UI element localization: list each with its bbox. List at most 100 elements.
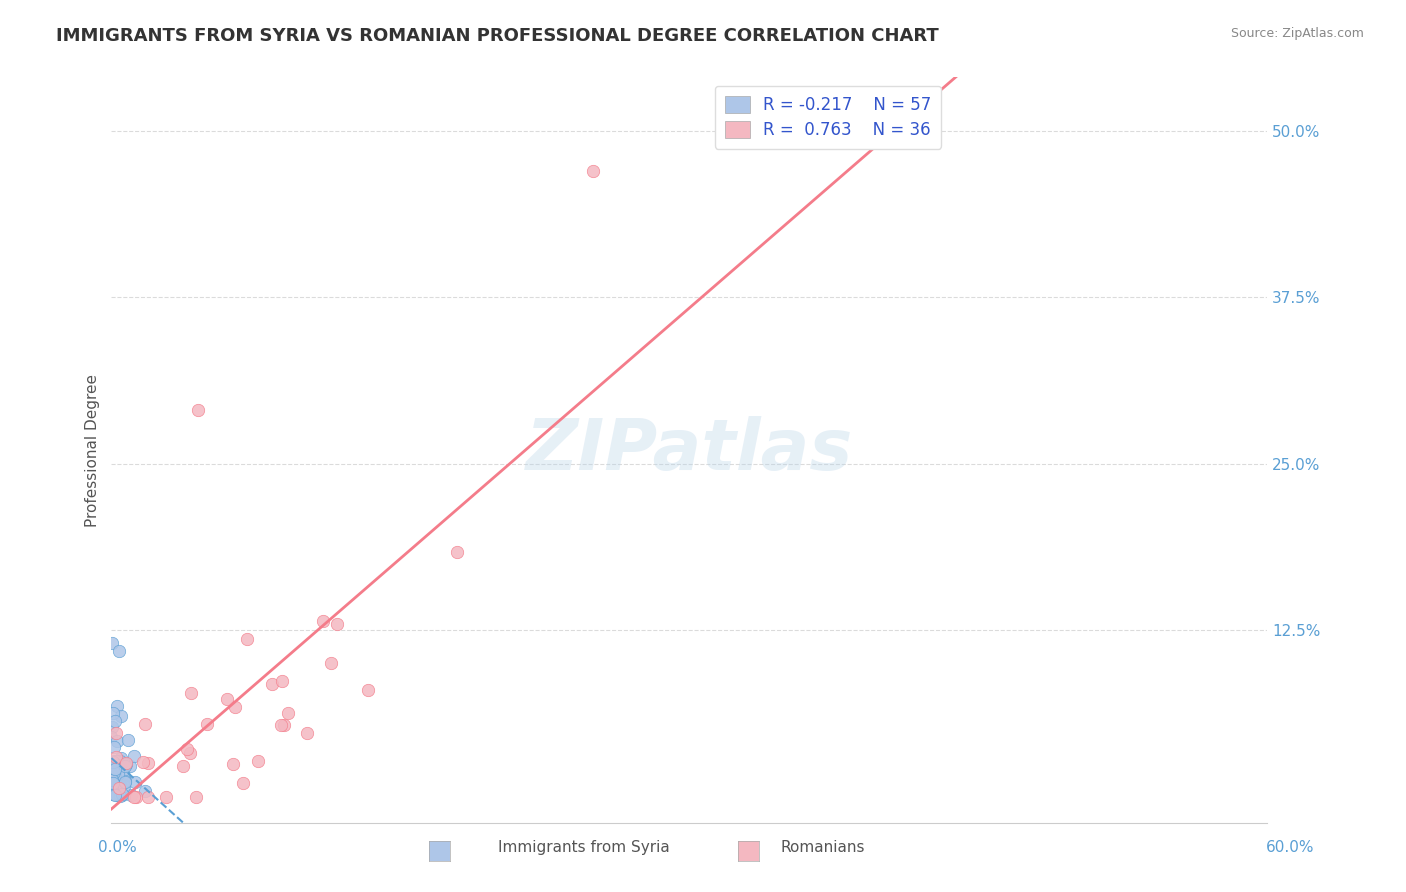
Point <box>117 733 139 747</box>
Point <box>103 739 125 754</box>
Text: Romanians: Romanians <box>780 840 865 855</box>
Point <box>104 762 127 776</box>
Point <box>104 714 127 728</box>
Point <box>114 774 136 789</box>
Point <box>112 769 135 783</box>
Text: 60.0%: 60.0% <box>1267 840 1315 855</box>
Point <box>110 751 132 765</box>
Point <box>104 754 127 768</box>
Point <box>176 741 198 756</box>
Point <box>271 674 294 689</box>
Point <box>215 691 238 706</box>
Point <box>187 403 209 417</box>
Point <box>236 632 259 647</box>
Point <box>105 698 128 713</box>
Point <box>107 767 129 781</box>
Point <box>101 772 124 787</box>
Point <box>104 725 127 739</box>
Point <box>107 733 129 747</box>
Point <box>105 758 128 772</box>
Point <box>101 755 124 769</box>
Point <box>136 789 159 804</box>
Point <box>104 789 127 803</box>
Point <box>103 787 125 801</box>
Point <box>101 755 124 769</box>
Point <box>184 789 207 804</box>
Point <box>108 779 131 793</box>
Point <box>172 759 194 773</box>
Point <box>118 759 141 773</box>
Point <box>108 754 131 768</box>
Point <box>105 789 128 803</box>
Point <box>108 778 131 792</box>
Text: ZIPatlas: ZIPatlas <box>526 416 853 485</box>
Point <box>132 755 155 769</box>
Point <box>134 716 156 731</box>
Point <box>107 776 129 790</box>
Point <box>120 788 142 802</box>
Point <box>136 756 159 771</box>
Text: IMMIGRANTS FROM SYRIA VS ROMANIAN PROFESSIONAL DEGREE CORRELATION CHART: IMMIGRANTS FROM SYRIA VS ROMANIAN PROFES… <box>56 27 939 45</box>
Point <box>101 775 124 789</box>
Point <box>103 759 125 773</box>
Point <box>582 163 605 178</box>
Point <box>108 780 131 795</box>
Point <box>270 718 292 732</box>
Point <box>114 758 136 772</box>
Point <box>114 775 136 789</box>
Point <box>108 643 131 657</box>
Point <box>112 780 135 794</box>
Point <box>319 656 342 670</box>
Point <box>180 686 202 700</box>
Legend: R = -0.217    N = 57, R =  0.763    N = 36: R = -0.217 N = 57, R = 0.763 N = 36 <box>714 86 942 149</box>
Point <box>103 764 125 779</box>
Point <box>103 765 125 780</box>
Point <box>222 756 245 771</box>
Point <box>110 776 132 790</box>
Point <box>155 789 177 804</box>
Point <box>111 766 134 780</box>
Point <box>114 756 136 770</box>
Point <box>101 776 124 790</box>
Point <box>277 706 299 720</box>
Point <box>104 768 127 782</box>
Point <box>110 708 132 723</box>
Text: 0.0%: 0.0% <box>98 840 138 855</box>
Point <box>179 747 201 761</box>
Point <box>246 754 269 768</box>
Point <box>107 775 129 789</box>
Point <box>111 755 134 769</box>
Point <box>111 789 134 803</box>
Point <box>125 789 148 804</box>
Point <box>101 763 124 777</box>
Point <box>101 772 124 787</box>
Point <box>446 544 468 558</box>
Point <box>312 614 335 628</box>
Text: Source: ZipAtlas.com: Source: ZipAtlas.com <box>1230 27 1364 40</box>
Point <box>104 750 127 764</box>
Point <box>100 731 122 745</box>
Point <box>273 718 295 732</box>
Point <box>224 700 246 714</box>
Point <box>101 706 124 720</box>
Point <box>111 787 134 801</box>
Point <box>325 617 347 632</box>
Point <box>357 683 380 698</box>
Point <box>124 775 146 789</box>
Text: Immigrants from Syria: Immigrants from Syria <box>498 840 669 855</box>
Point <box>232 776 254 790</box>
Point <box>101 761 124 775</box>
Point <box>195 717 218 731</box>
Point <box>115 757 138 772</box>
Point <box>103 772 125 787</box>
Point <box>105 776 128 790</box>
Point <box>104 762 127 776</box>
Point <box>101 636 124 650</box>
Point <box>101 787 124 801</box>
Point <box>262 677 284 691</box>
Point <box>122 789 145 804</box>
Point <box>134 784 156 798</box>
Y-axis label: Professional Degree: Professional Degree <box>86 374 100 527</box>
Point <box>108 789 131 803</box>
Point <box>100 720 122 734</box>
